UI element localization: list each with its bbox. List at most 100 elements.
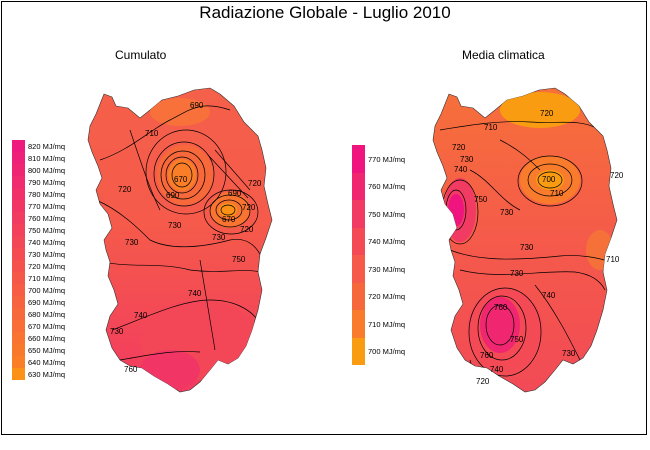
legend-label: 780 MJ/mq bbox=[28, 189, 66, 199]
legend-item: 770 MJ/mq bbox=[352, 145, 406, 173]
contour-label: 720 bbox=[248, 179, 262, 188]
legend-swatch bbox=[12, 308, 25, 320]
legend-item: 730 MJ/mq bbox=[352, 255, 406, 283]
legend-swatch bbox=[12, 332, 25, 344]
right-map-title: Media climatica bbox=[462, 48, 545, 62]
legend-item: 680 MJ/mq bbox=[12, 308, 65, 320]
contour-label: 710 bbox=[145, 129, 159, 138]
contour-label: 740 bbox=[188, 289, 202, 298]
legend-label: 630 MJ/mq bbox=[28, 369, 66, 379]
legend-swatch bbox=[12, 164, 25, 176]
legend-swatch bbox=[352, 310, 365, 338]
contour-label: 700 bbox=[542, 175, 556, 184]
legend-label: 770 MJ/mq bbox=[28, 201, 66, 211]
legend-swatch bbox=[352, 337, 365, 366]
contour-label: 730 bbox=[500, 208, 514, 217]
legend-swatch bbox=[352, 227, 365, 256]
contour-label: 730 bbox=[125, 238, 139, 247]
contour-label: 710 bbox=[550, 189, 564, 198]
legend-item: 720 MJ/mq bbox=[12, 260, 65, 272]
legend-label: 710 MJ/mq bbox=[28, 273, 66, 283]
legend-item: 710 MJ/mq bbox=[352, 310, 406, 338]
contour-label: 730 bbox=[520, 243, 534, 252]
legend-label: 680 MJ/mq bbox=[28, 309, 66, 319]
contour-label: 740 bbox=[490, 365, 504, 374]
contour-label: 760 bbox=[124, 365, 138, 374]
legend-label: 800 MJ/mq bbox=[28, 165, 66, 175]
legend-label: 790 MJ/mq bbox=[28, 177, 66, 187]
legend-item: 730 MJ/mq bbox=[12, 248, 65, 260]
legend-label: 740 MJ/mq bbox=[28, 237, 66, 247]
legend-label: 820 MJ/mq bbox=[28, 141, 66, 151]
contour-label: 730 bbox=[212, 233, 226, 242]
legend-swatch bbox=[12, 188, 25, 200]
legend-swatch bbox=[352, 200, 365, 228]
contour-label: 750 bbox=[510, 335, 524, 344]
legend-item: 820 MJ/mq bbox=[12, 140, 65, 152]
contour-label: 670 bbox=[222, 215, 236, 224]
cumulato-contours bbox=[95, 105, 263, 361]
main-title: Radiazione Globale - Luglio 2010 bbox=[199, 3, 451, 22]
legend-label: 750 MJ/mq bbox=[28, 225, 66, 235]
legend-swatch bbox=[352, 282, 365, 311]
contour-label: 740 bbox=[542, 291, 556, 300]
legend-item: 710 MJ/mq bbox=[12, 272, 65, 284]
legend-item: 640 MJ/mq bbox=[12, 356, 65, 368]
cumulato-map: 690 710 720 730 720 730 740 730 740 750 … bbox=[87, 87, 273, 393]
legend-label: 710 MJ/mq bbox=[368, 319, 406, 329]
legend-swatch bbox=[12, 344, 25, 356]
legend-label: 760 MJ/mq bbox=[28, 213, 66, 223]
cumulato-contour-labels: 690 710 720 730 720 730 740 730 740 750 … bbox=[110, 101, 262, 374]
legend-item: 810 MJ/mq bbox=[12, 152, 65, 164]
legend-label: 720 MJ/mq bbox=[368, 292, 406, 301]
contour-label: 760 bbox=[480, 351, 494, 360]
legend-swatch bbox=[12, 272, 25, 284]
legend-swatch bbox=[12, 260, 25, 272]
contour-label: 670 bbox=[174, 175, 188, 184]
contour-label: 720 bbox=[476, 377, 490, 386]
contour-label: 730 bbox=[562, 349, 576, 358]
legend-swatch bbox=[12, 284, 25, 296]
contour-label: 740 bbox=[134, 311, 148, 320]
left-map-title: Cumulato bbox=[115, 48, 167, 62]
contour-label: 720 bbox=[610, 171, 624, 180]
legend-swatch bbox=[352, 145, 365, 173]
legend-label: 810 MJ/mq bbox=[28, 153, 66, 163]
legend-item: 760 MJ/mq bbox=[12, 212, 65, 224]
legend-swatch bbox=[12, 356, 25, 368]
legend-item: 740 MJ/mq bbox=[12, 236, 65, 248]
legend-label: 730 MJ/mq bbox=[368, 264, 406, 274]
contour-label: 730 bbox=[510, 269, 524, 278]
legend-item: 650 MJ/mq bbox=[12, 344, 65, 356]
legend-label: 720 MJ/mq bbox=[28, 261, 66, 271]
contour-label: 710 bbox=[606, 255, 620, 264]
legend-label: 650 MJ/mq bbox=[28, 345, 66, 355]
legend-label: 660 MJ/mq bbox=[28, 333, 66, 343]
legend-swatch bbox=[12, 200, 25, 212]
legend-swatch bbox=[352, 172, 365, 201]
legend-label: 700 MJ/mq bbox=[28, 285, 66, 295]
contour-label: 730 bbox=[110, 327, 124, 336]
contour-label: 720 bbox=[452, 143, 466, 152]
legend-item: 660 MJ/mq bbox=[12, 332, 65, 344]
contour-label: 750 bbox=[232, 255, 246, 264]
legend-item: 790 MJ/mq bbox=[12, 176, 65, 188]
legend-item: 770 MJ/mq bbox=[12, 200, 65, 212]
legend-item: 800 MJ/mq bbox=[12, 164, 65, 176]
legend-item: 760 MJ/mq bbox=[352, 172, 405, 201]
contour-label: 720 bbox=[540, 109, 554, 118]
legend-item: 630 MJ/mq bbox=[12, 368, 65, 380]
contour-label: 720 bbox=[242, 203, 256, 212]
legend-label: 670 MJ/mq bbox=[28, 321, 66, 331]
legend-item: 750 MJ/mq bbox=[12, 224, 65, 236]
legend-swatch bbox=[12, 248, 25, 260]
contour-label: 740 bbox=[454, 165, 468, 174]
media-climatica-contour-labels: 710 720 730 740 750 720 700 710 720 730 … bbox=[452, 109, 624, 386]
media-climatica-map: 710 720 730 740 750 720 700 710 720 730 … bbox=[432, 87, 624, 393]
legend-label: 770 MJ/mq bbox=[368, 154, 406, 164]
legend-item: 780 MJ/mq bbox=[12, 188, 65, 200]
legend-item: 690 MJ/mq bbox=[12, 296, 65, 308]
contour-label: 690 bbox=[190, 101, 204, 110]
contour-label: 730 bbox=[460, 155, 474, 164]
